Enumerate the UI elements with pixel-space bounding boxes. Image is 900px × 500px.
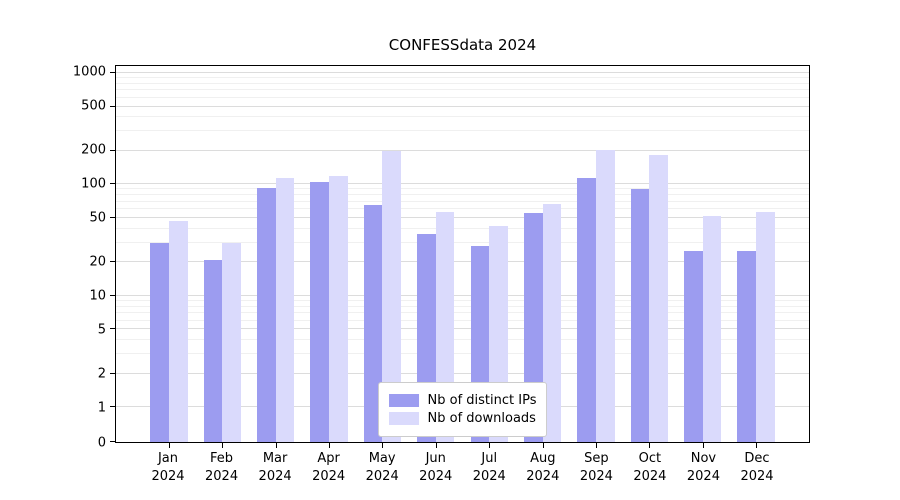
x-tick-label: May 2024 — [365, 451, 399, 484]
y-tick-mark — [110, 328, 115, 330]
x-tick-mark — [275, 443, 277, 448]
chart-title: CONFESSdata 2024 — [388, 36, 537, 54]
minor-gridline — [116, 77, 809, 79]
y-tick-mark — [110, 441, 115, 442]
bar-downloads-10 — [649, 154, 669, 442]
x-tick-mark — [168, 443, 170, 448]
bar-downloads-5 — [382, 150, 402, 442]
bar-downloads-1 — [168, 220, 188, 442]
x-tick-label: Feb 2024 — [205, 451, 239, 484]
y-tick-label: 500 — [81, 98, 106, 114]
x-tick-mark — [489, 443, 491, 448]
minor-gridline — [116, 89, 809, 91]
x-tick-label: Dec 2024 — [740, 451, 774, 484]
x-tick-label: Aug 2024 — [526, 451, 560, 484]
bar-downloads-12 — [756, 211, 775, 442]
plot-area: Nb of distinct IPs Nb of downloads — [110, 65, 810, 448]
major-gridline — [116, 71, 809, 73]
y-tick-label: 1 — [97, 400, 106, 416]
y-tick-label: 2 — [97, 366, 106, 382]
y-tick-mark — [110, 216, 115, 218]
bar-downloads-4 — [329, 176, 348, 442]
bar-downloads-11 — [702, 216, 722, 442]
x-tick-label: Jan 2024 — [151, 451, 185, 484]
minor-gridline — [116, 130, 809, 132]
y-tick-mark — [110, 149, 115, 151]
x-tick-mark — [435, 443, 437, 448]
x-tick-mark — [542, 443, 544, 448]
y-tick-label: 50 — [89, 210, 106, 226]
x-tick-mark — [595, 443, 597, 448]
x-tick-label: Sep 2024 — [579, 451, 613, 484]
y-tick-label: 100 — [81, 176, 106, 192]
y-tick-mark — [110, 71, 115, 73]
y-tick-mark — [110, 406, 115, 408]
x-tick-mark — [649, 443, 651, 448]
bar-downloads-3 — [275, 178, 295, 442]
bar-distinct-ips-1 — [150, 242, 169, 442]
x-tick-label: Oct 2024 — [633, 451, 667, 484]
y-tick-mark — [110, 372, 115, 374]
x-tick-label: Jul 2024 — [472, 451, 506, 484]
legend: Nb of distinct IPs Nb of downloads — [377, 382, 548, 437]
x-tick-label: Apr 2024 — [312, 451, 346, 484]
x-tick-mark — [329, 443, 331, 448]
minor-gridline — [116, 116, 809, 118]
legend-label-distinct-ips: Nb of distinct IPs — [427, 393, 537, 408]
y-tick-mark — [110, 294, 115, 296]
legend-label-downloads: Nb of downloads — [427, 411, 536, 426]
x-tick-mark — [702, 443, 704, 448]
legend-swatch-distinct-ips — [388, 394, 419, 407]
bar-distinct-ips-9 — [577, 177, 596, 442]
bar-distinct-ips-2 — [203, 259, 223, 442]
major-gridline — [116, 105, 809, 107]
major-gridline — [116, 183, 809, 185]
y-tick-label: 0 — [97, 435, 106, 451]
minor-gridline — [116, 194, 809, 196]
x-tick-label: Nov 2024 — [686, 451, 720, 484]
x-tick-label: Jun 2024 — [419, 451, 453, 484]
bar-downloads-8 — [542, 204, 562, 442]
x-tick-label: Mar 2024 — [258, 451, 292, 484]
minor-gridline — [116, 96, 809, 98]
x-tick-mark — [756, 443, 758, 448]
y-tick-mark — [110, 183, 115, 185]
major-gridline — [116, 149, 809, 151]
y-tick-label: 5 — [97, 322, 106, 338]
bar-downloads-9 — [595, 149, 615, 442]
minor-gridline — [116, 188, 809, 190]
minor-gridline — [116, 82, 809, 84]
y-tick-label: 10 — [89, 288, 106, 304]
x-tick-mark — [222, 443, 224, 448]
legend-swatch-downloads — [388, 412, 419, 425]
y-tick-mark — [110, 105, 115, 107]
y-tick-label: 1000 — [72, 64, 106, 80]
y-tick-mark — [110, 261, 115, 263]
bar-distinct-ips-11 — [684, 251, 703, 442]
minor-gridline — [116, 200, 809, 202]
bar-distinct-ips-10 — [630, 189, 650, 442]
x-axis: Jan 2024 Feb 2024 Mar 2024 Apr 2024 May 2024 Jun 20… — [115, 450, 810, 490]
bar-distinct-ips-12 — [737, 251, 757, 442]
y-axis: 0 1 2 5 10 20 50 100 200 500 1000 — [0, 64, 106, 450]
bar-distinct-ips-4 — [310, 182, 329, 442]
y-tick-label: 20 — [89, 254, 106, 270]
minor-gridline — [116, 208, 809, 210]
legend-row-downloads: Nb of downloads — [388, 411, 537, 426]
bar-downloads-2 — [222, 242, 241, 442]
legend-row-distinct-ips: Nb of distinct IPs — [388, 393, 537, 408]
bar-distinct-ips-3 — [256, 187, 276, 442]
x-tick-mark — [382, 443, 384, 448]
y-tick-label: 200 — [81, 142, 106, 158]
